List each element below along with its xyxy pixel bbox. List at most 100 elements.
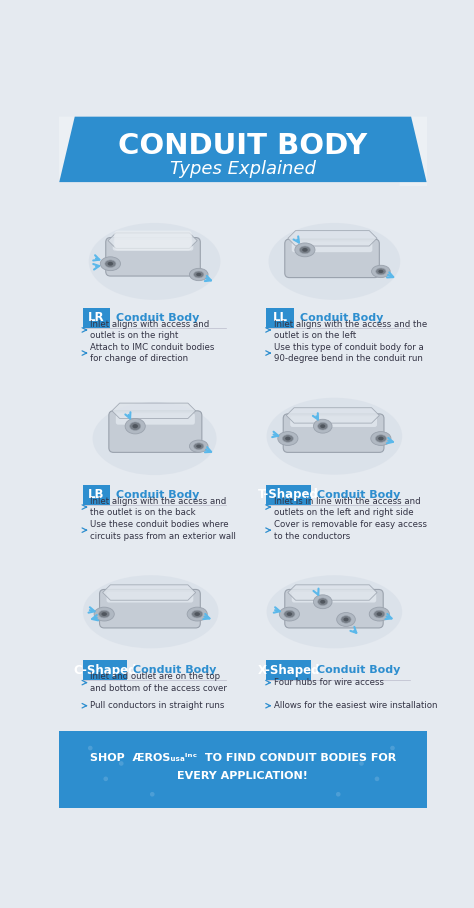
Ellipse shape — [313, 419, 332, 433]
Ellipse shape — [103, 776, 108, 781]
Ellipse shape — [285, 437, 291, 440]
Ellipse shape — [99, 610, 110, 617]
FancyBboxPatch shape — [82, 485, 110, 505]
FancyBboxPatch shape — [109, 410, 202, 452]
Text: LL: LL — [273, 311, 288, 324]
Ellipse shape — [105, 260, 116, 268]
Ellipse shape — [344, 617, 348, 621]
Ellipse shape — [130, 422, 141, 430]
Ellipse shape — [376, 268, 386, 275]
Ellipse shape — [300, 246, 310, 253]
Ellipse shape — [132, 424, 138, 429]
Ellipse shape — [150, 792, 155, 796]
Polygon shape — [288, 231, 377, 246]
Text: Inlet aligns with the access and the
outlet is on the left: Inlet aligns with the access and the out… — [274, 320, 427, 340]
Ellipse shape — [372, 265, 390, 278]
FancyBboxPatch shape — [107, 592, 193, 603]
FancyBboxPatch shape — [292, 592, 376, 603]
Polygon shape — [108, 233, 197, 248]
Ellipse shape — [318, 598, 328, 606]
Text: Conduit Body: Conduit Body — [317, 489, 400, 499]
Ellipse shape — [313, 595, 332, 608]
Ellipse shape — [100, 257, 120, 271]
Ellipse shape — [108, 262, 113, 266]
Text: X-Shaped: X-Shaped — [257, 664, 320, 676]
Text: LR: LR — [88, 311, 105, 324]
Text: Allows for the easiest wire installation: Allows for the easiest wire installation — [274, 701, 438, 710]
Polygon shape — [112, 403, 196, 419]
Ellipse shape — [194, 271, 204, 278]
FancyBboxPatch shape — [283, 414, 384, 452]
Polygon shape — [288, 585, 377, 600]
Ellipse shape — [196, 272, 201, 276]
Ellipse shape — [266, 575, 402, 648]
Text: Attach to IMC conduit bodies
for change of direction: Attach to IMC conduit bodies for change … — [90, 342, 215, 363]
Ellipse shape — [287, 612, 292, 616]
FancyBboxPatch shape — [266, 485, 311, 505]
Ellipse shape — [196, 445, 201, 448]
Text: C-Shaped: C-Shaped — [73, 664, 137, 676]
Ellipse shape — [371, 431, 391, 446]
Ellipse shape — [320, 600, 325, 604]
Text: Cover is removable for easy access
to the conductors: Cover is removable for easy access to th… — [274, 519, 427, 540]
Ellipse shape — [194, 612, 200, 616]
Ellipse shape — [374, 610, 385, 617]
FancyBboxPatch shape — [82, 660, 128, 680]
Ellipse shape — [89, 223, 220, 300]
Ellipse shape — [378, 270, 383, 273]
Ellipse shape — [268, 223, 400, 300]
Polygon shape — [103, 585, 196, 600]
Polygon shape — [59, 731, 427, 808]
Text: SHOP  ÆROSᵤₛₐᴵⁿᶜ  TO FIND CONDUIT BODIES FOR: SHOP ÆROSᵤₛₐᴵⁿᶜ TO FIND CONDUIT BODIES F… — [90, 753, 396, 763]
Polygon shape — [52, 116, 86, 178]
Text: T-Shaped: T-Shaped — [258, 489, 319, 501]
Ellipse shape — [101, 612, 107, 616]
Text: Inlet aligns with access and
outlet is on the right: Inlet aligns with access and outlet is o… — [90, 320, 210, 340]
Ellipse shape — [279, 607, 300, 621]
Ellipse shape — [190, 269, 208, 281]
Ellipse shape — [94, 607, 114, 621]
Ellipse shape — [390, 745, 395, 750]
Ellipse shape — [320, 424, 325, 428]
Text: EVERY APPLICATION!: EVERY APPLICATION! — [177, 771, 309, 781]
Ellipse shape — [278, 431, 298, 446]
FancyBboxPatch shape — [106, 238, 201, 276]
Text: Conduit Body: Conduit Body — [116, 312, 199, 322]
Ellipse shape — [194, 443, 204, 449]
Ellipse shape — [266, 398, 402, 475]
Text: Pull conductors in straight runs: Pull conductors in straight runs — [90, 701, 225, 710]
Ellipse shape — [318, 422, 328, 430]
Ellipse shape — [359, 761, 364, 765]
FancyBboxPatch shape — [285, 239, 379, 278]
Ellipse shape — [376, 612, 382, 616]
Text: Conduit Body: Conduit Body — [116, 489, 199, 499]
FancyBboxPatch shape — [285, 589, 383, 628]
FancyBboxPatch shape — [266, 660, 311, 680]
FancyBboxPatch shape — [116, 413, 195, 425]
Ellipse shape — [88, 745, 92, 750]
Ellipse shape — [369, 607, 390, 621]
Text: LB: LB — [88, 489, 105, 501]
Ellipse shape — [295, 243, 315, 257]
Ellipse shape — [190, 440, 208, 452]
Ellipse shape — [284, 610, 295, 617]
FancyBboxPatch shape — [100, 589, 201, 628]
Text: Inlet is in line with the access and
outlets on the left and right side: Inlet is in line with the access and out… — [274, 497, 420, 518]
FancyBboxPatch shape — [266, 308, 294, 328]
Ellipse shape — [336, 792, 341, 796]
FancyBboxPatch shape — [59, 109, 427, 808]
FancyBboxPatch shape — [292, 242, 373, 252]
Text: Conduit Body: Conduit Body — [317, 666, 400, 676]
Text: CONDUIT BODY: CONDUIT BODY — [118, 132, 367, 160]
Ellipse shape — [125, 419, 145, 434]
Ellipse shape — [187, 607, 207, 621]
Polygon shape — [59, 116, 427, 183]
Ellipse shape — [92, 402, 217, 475]
Ellipse shape — [374, 776, 379, 781]
Text: Four hubs for wire access: Four hubs for wire access — [274, 678, 384, 687]
Text: Use this type of conduit body for a
90-degree bend in the conduit run: Use this type of conduit body for a 90-d… — [274, 342, 424, 363]
Text: Inlet aligns with the access and
the outlet is on the back: Inlet aligns with the access and the out… — [90, 497, 227, 518]
Ellipse shape — [375, 435, 386, 442]
Text: Inlet and outlet are on the top
and bottom of the access cover: Inlet and outlet are on the top and bott… — [90, 672, 227, 693]
Text: Types Explained: Types Explained — [170, 160, 316, 178]
